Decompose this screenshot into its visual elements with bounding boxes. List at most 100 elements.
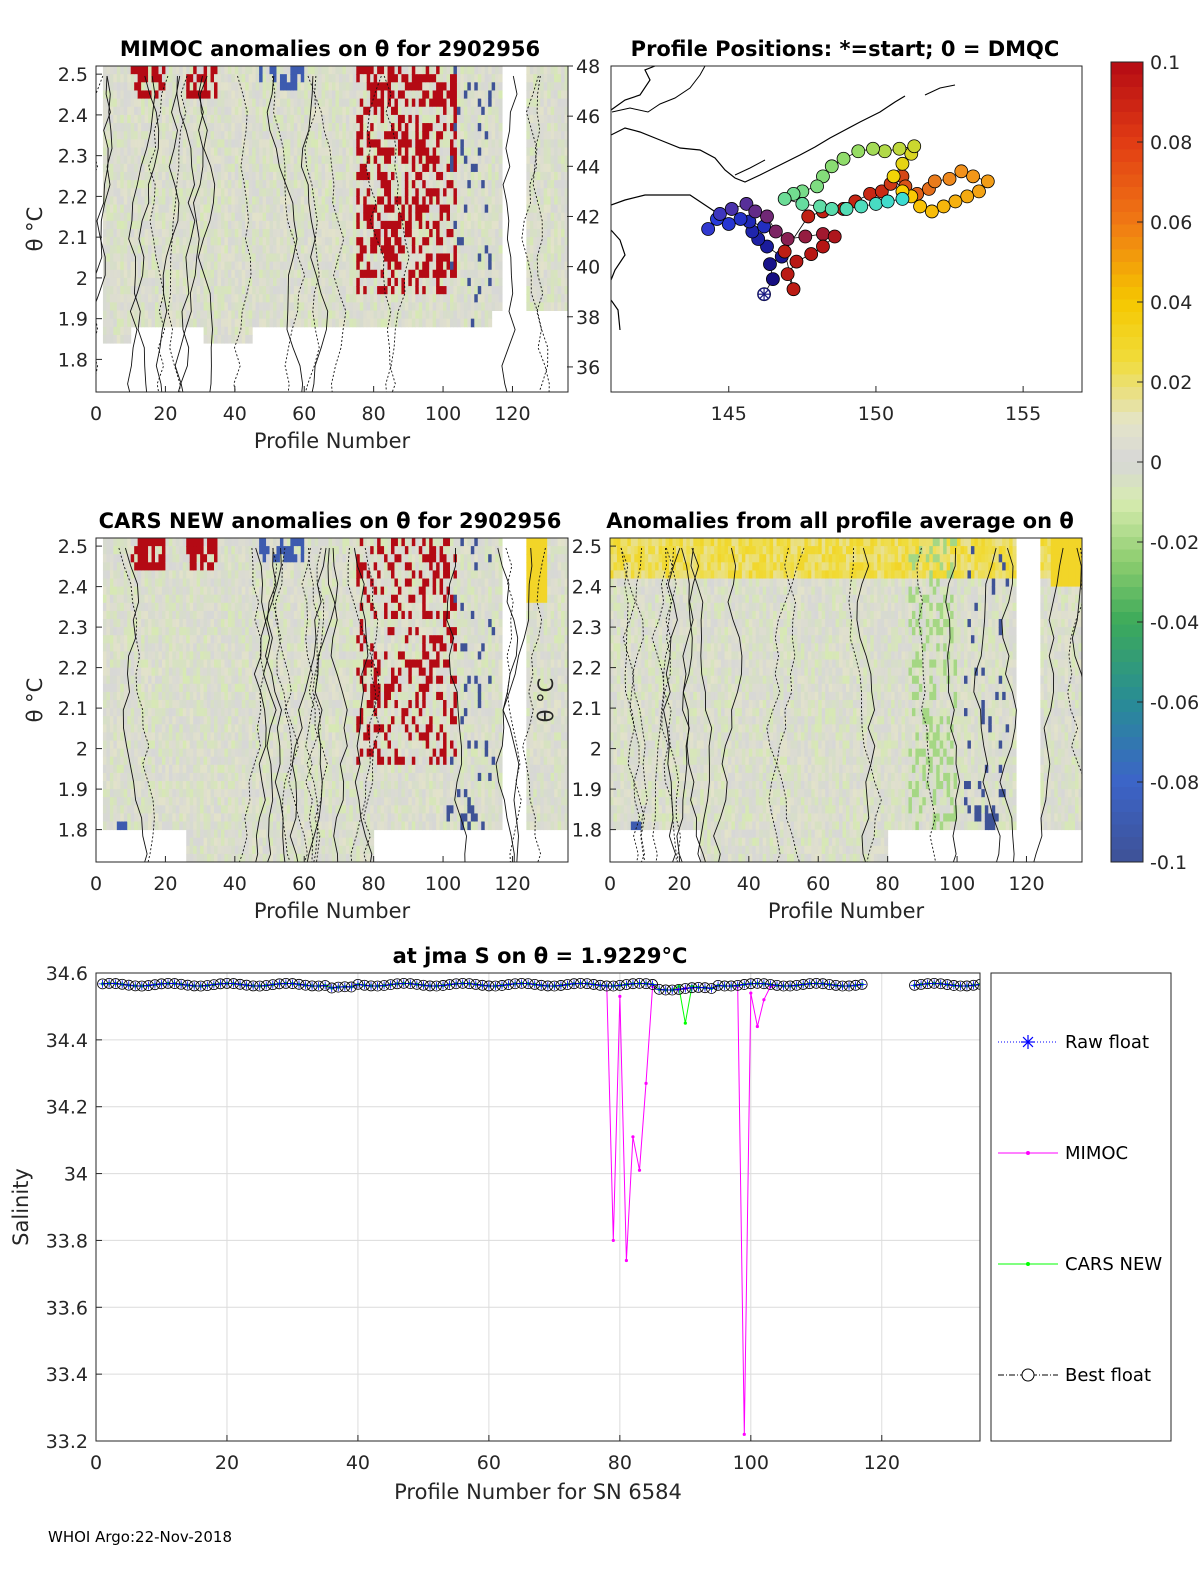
heat-cell (318, 114, 323, 124)
heat-cell (269, 147, 274, 157)
heat-cell (529, 229, 534, 238)
heat-cell (304, 229, 309, 238)
heat-cell (373, 237, 378, 246)
heat-cell (335, 98, 340, 108)
heat-cell (443, 82, 448, 91)
heat-cell (234, 286, 239, 295)
heat-cell (130, 578, 135, 588)
heat-cell (304, 196, 309, 206)
heat-cell (113, 82, 118, 91)
heat-cell (415, 204, 420, 214)
heat-cell (321, 245, 326, 254)
heat-cell (120, 708, 125, 717)
heat-cell (106, 764, 111, 774)
heat-cell (436, 90, 441, 100)
heat-cell (356, 147, 361, 157)
heat-cell (127, 797, 132, 806)
heat-cell (356, 245, 361, 254)
heat-cell (217, 66, 222, 75)
heat-cell (123, 212, 128, 222)
heat-cell (231, 237, 236, 246)
heat-cell (401, 245, 406, 254)
heat-cell (456, 147, 461, 157)
heat-cell (453, 261, 458, 271)
heat-cell (432, 269, 437, 279)
heat-cell (120, 764, 125, 774)
heat-cell (227, 74, 232, 83)
heat-cell (151, 204, 156, 214)
heat-cell (134, 155, 139, 165)
colorbar-segment (1111, 174, 1143, 188)
heat-cell (186, 98, 191, 108)
heat-cell (273, 106, 277, 116)
heat-cell (526, 188, 531, 197)
heat-cell (175, 131, 180, 140)
heat-cell (404, 188, 409, 197)
heat-cell (307, 229, 312, 238)
heat-cell (373, 139, 378, 148)
heat-cell (134, 578, 139, 588)
heat-cell (224, 163, 229, 173)
heat-cell (533, 286, 538, 295)
heat-cell (168, 82, 173, 91)
heat-cell (172, 286, 177, 295)
heat-cell (391, 66, 395, 75)
heat-cell (397, 147, 402, 157)
heat-cell (200, 66, 205, 75)
heat-cell (338, 74, 343, 83)
heat-cell (345, 196, 350, 206)
heat-cell (252, 245, 257, 254)
heat-cell (200, 318, 205, 328)
heat-cell (384, 269, 389, 279)
heat-cell (286, 212, 291, 222)
heat-cell (467, 253, 472, 263)
heat-cell (529, 155, 534, 165)
heat-cell (134, 277, 139, 287)
heat-cell (234, 82, 239, 91)
heat-cell (488, 220, 493, 230)
heat-cell (411, 139, 416, 148)
heat-cell (470, 229, 475, 238)
heat-cell (172, 229, 177, 238)
heat-cell (262, 253, 267, 263)
heat-cell (141, 277, 146, 287)
heat-cell (373, 123, 378, 132)
heat-cell (214, 318, 218, 328)
heat-cell (297, 261, 302, 271)
heat-cell (304, 123, 309, 132)
heat-cell (148, 147, 153, 157)
heat-cell (345, 204, 350, 214)
heat-cell (363, 302, 368, 311)
heat-cell (446, 204, 451, 214)
heat-cell (543, 171, 548, 181)
heat-cell (415, 245, 420, 254)
heat-cell (137, 180, 142, 189)
heat-cell (193, 294, 198, 303)
heat-cell (481, 286, 486, 295)
heat-cell (533, 123, 538, 132)
heat-cell (106, 90, 111, 100)
heat-cell (425, 318, 430, 328)
heat-cell (227, 212, 232, 222)
heat-cell (408, 74, 413, 83)
panel-profile-positions: Profile Positions: *=start; 0 = DMQC 145… (567, 37, 1083, 425)
heat-cell (554, 66, 559, 75)
heat-cell (363, 188, 368, 197)
heat-cell (116, 675, 121, 685)
heat-cell (366, 310, 371, 320)
heat-cell (366, 212, 371, 222)
heat-cell (279, 66, 284, 75)
heat-cell (200, 123, 205, 132)
heat-cell (102, 821, 107, 831)
heat-cell (113, 261, 118, 271)
heat-cell (484, 188, 489, 197)
heat-cell (335, 82, 340, 91)
heat-cell (397, 66, 402, 75)
heat-cell (231, 310, 236, 320)
heat-cell (321, 90, 326, 100)
heat-cell (456, 261, 461, 271)
heat-cell (106, 114, 111, 124)
heat-cell (307, 131, 312, 140)
heat-cell (338, 188, 343, 197)
heat-cell (262, 212, 267, 222)
